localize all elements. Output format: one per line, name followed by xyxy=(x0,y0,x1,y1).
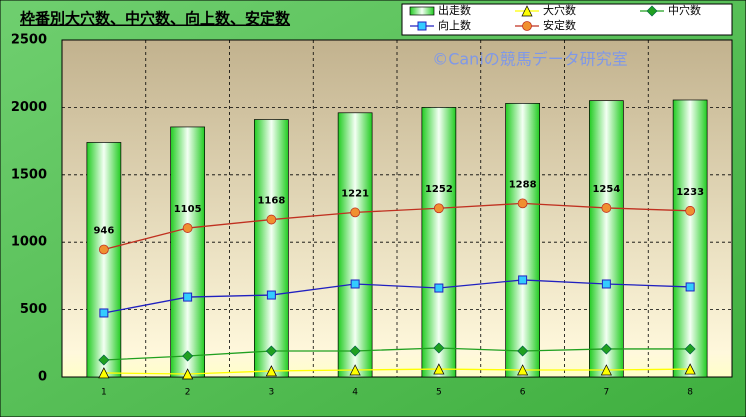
marker xyxy=(646,5,658,17)
marker xyxy=(517,198,528,209)
legend-label: 安定数 xyxy=(543,18,576,32)
marker xyxy=(98,244,109,255)
marker xyxy=(518,275,528,285)
marker xyxy=(98,354,110,366)
legend xyxy=(401,3,733,36)
y-tick-label: 1000 xyxy=(11,235,47,250)
legend-label: 大穴数 xyxy=(543,3,576,17)
marker xyxy=(601,203,612,213)
marker xyxy=(265,345,277,357)
marker xyxy=(182,368,194,380)
x-tick-label: 2 xyxy=(185,388,191,398)
y-tick-label: 500 xyxy=(20,302,47,317)
marker xyxy=(349,345,361,357)
marker xyxy=(521,5,533,17)
x-tick-label: 7 xyxy=(604,388,610,398)
bar xyxy=(170,126,205,378)
bar xyxy=(254,119,289,378)
bar xyxy=(421,107,457,378)
x-tick-label: 5 xyxy=(436,388,442,398)
data-label: 946 xyxy=(93,225,114,236)
line xyxy=(103,202,691,251)
marker xyxy=(266,214,277,225)
x-tick-label: 3 xyxy=(269,388,275,398)
y-tick-label: 2500 xyxy=(11,33,47,48)
x-tick-label: 1 xyxy=(101,388,107,398)
legend-label: 中穴数 xyxy=(668,3,701,17)
marker xyxy=(266,290,276,300)
marker xyxy=(601,279,611,289)
data-label: 1221 xyxy=(341,188,369,199)
bar xyxy=(86,142,122,378)
marker xyxy=(684,363,696,375)
marker xyxy=(99,308,109,318)
watermark: ©Caniの競馬データ研究室 xyxy=(432,50,628,69)
marker xyxy=(350,279,360,289)
y-tick-label: 1500 xyxy=(11,167,47,182)
marker xyxy=(684,343,696,355)
legend-label: 向上数 xyxy=(438,18,471,32)
y-tick-label: 2000 xyxy=(11,100,47,115)
data-label: 1252 xyxy=(425,184,453,195)
marker xyxy=(98,367,110,379)
marker xyxy=(417,21,427,31)
marker xyxy=(349,364,361,376)
data-label: 1288 xyxy=(509,179,537,190)
marker xyxy=(433,203,444,214)
y-tick-label: 0 xyxy=(38,370,47,385)
data-label: 1105 xyxy=(174,204,202,215)
marker xyxy=(522,21,532,31)
marker xyxy=(600,364,612,376)
data-label: 1254 xyxy=(592,184,620,195)
data-label: 1168 xyxy=(257,196,285,207)
marker xyxy=(183,292,193,302)
marker xyxy=(265,365,277,377)
marker xyxy=(182,350,194,362)
marker xyxy=(434,283,444,293)
bar xyxy=(505,103,540,378)
marker xyxy=(685,282,695,292)
x-tick-label: 4 xyxy=(352,388,358,398)
x-tick-label: 6 xyxy=(520,388,526,398)
legend-label: 出走数 xyxy=(438,3,471,17)
chart-title: 枠番別大穴数、中穴数、向上数、安定数 xyxy=(20,10,291,28)
line xyxy=(103,368,691,375)
bar xyxy=(672,99,708,378)
marker xyxy=(600,343,612,355)
marker xyxy=(685,205,696,216)
line xyxy=(103,347,691,361)
legend-swatch xyxy=(409,6,435,16)
marker xyxy=(433,342,445,354)
data-label: 1233 xyxy=(676,187,704,198)
bar xyxy=(589,100,624,378)
bar xyxy=(337,112,373,378)
marker xyxy=(517,364,529,376)
x-tick-label: 8 xyxy=(687,388,693,398)
marker xyxy=(182,223,193,233)
marker xyxy=(517,345,529,357)
marker xyxy=(350,207,361,218)
marker xyxy=(433,363,445,375)
line xyxy=(103,279,691,314)
